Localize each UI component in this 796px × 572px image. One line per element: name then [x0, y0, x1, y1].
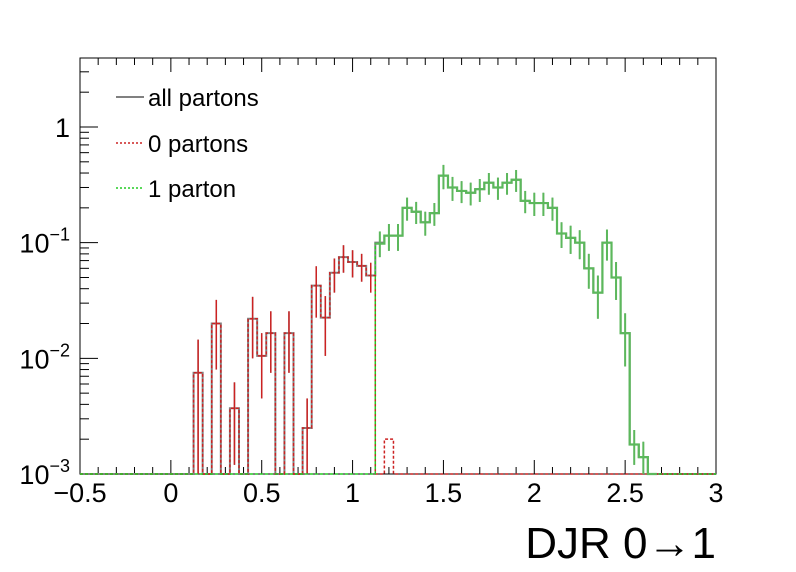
- legend-label-0-partons: 0 partons: [148, 131, 248, 158]
- histogram-series: [80, 164, 716, 476]
- plot-frame: [79, 57, 717, 475]
- legend-label-1-parton: 1 parton: [148, 176, 236, 203]
- x-tick-label: 3: [708, 478, 723, 508]
- y-tick-labels: 10−310−210−11: [19, 113, 70, 490]
- x-tick-label: 1.5: [425, 478, 463, 508]
- y-tick-base: 10: [19, 229, 49, 259]
- y-tick-base: 10: [19, 344, 49, 374]
- legend: all partons 0 partons 1 parton: [116, 85, 259, 203]
- y-tick-base: 10: [19, 460, 49, 490]
- series-0-partons: [80, 256, 716, 475]
- y-tick-exponent: −3: [49, 456, 70, 476]
- legend-label-all-partons: all partons: [148, 85, 259, 112]
- x-tick-label: 0.5: [243, 478, 281, 508]
- x-axis-title: DJR 0→1: [525, 519, 716, 568]
- y-tick-label: 1: [55, 113, 70, 143]
- y-tick-exponent: −2: [49, 340, 70, 360]
- axis-ticks: [79, 58, 717, 475]
- y-tick-label: 10−3: [19, 456, 70, 490]
- y-tick-base: 1: [55, 113, 70, 143]
- y-tick-label: 10−2: [19, 340, 70, 374]
- y-tick-exponent: −1: [49, 225, 70, 245]
- x-tick-label: −0.5: [53, 478, 106, 508]
- x-tick-label: 2.5: [606, 478, 644, 508]
- y-tick-label: 10−1: [19, 225, 70, 259]
- series-1-parton-overlay: [375, 174, 657, 476]
- x-tick-label: 0: [163, 478, 178, 508]
- x-tick-label: 2: [527, 478, 542, 508]
- x-tick-label: 1: [345, 478, 360, 508]
- x-tick-labels: −0.5 0 0.5 1 1.5 2 2.5 3: [53, 478, 723, 508]
